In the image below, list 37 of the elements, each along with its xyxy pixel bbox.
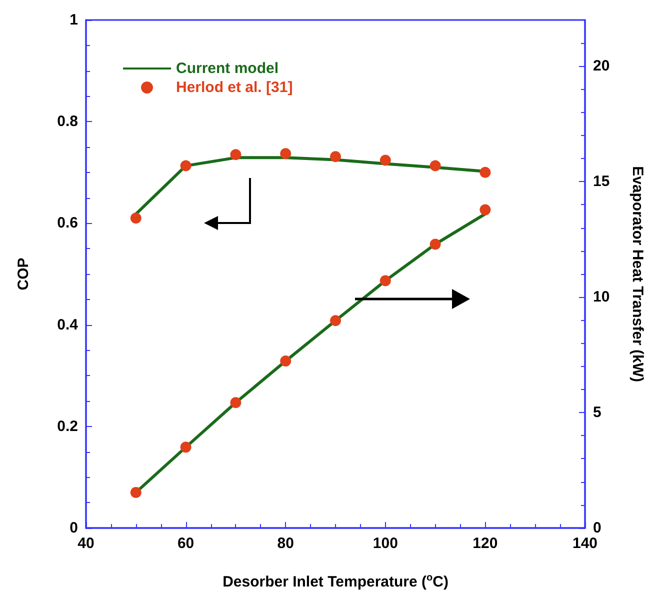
point — [430, 238, 441, 250]
point — [430, 160, 441, 172]
y2-tick-label: 20 — [593, 58, 610, 75]
legend-label: Current model — [176, 60, 279, 77]
y-tick-label: 0.8 — [57, 113, 78, 130]
point — [180, 160, 192, 172]
y-tick-label: 0.4 — [57, 316, 79, 334]
x-tick-label: 40 — [78, 535, 94, 552]
point — [380, 275, 391, 286]
point — [230, 149, 242, 160]
y-tick-label: 0.6 — [57, 214, 78, 232]
point — [330, 151, 341, 162]
y-tick-label: 0 — [70, 520, 78, 536]
y-tick-label: 1 — [70, 12, 78, 28]
point — [280, 356, 292, 367]
y2-tick-label: 10 — [593, 288, 610, 306]
point — [180, 442, 192, 453]
x-tick-label: 100 — [372, 535, 398, 552]
y-axis-title: COP — [15, 258, 32, 290]
y2-tick-label: 0 — [593, 520, 602, 536]
point — [330, 315, 341, 326]
x-tick-label: 60 — [177, 535, 194, 552]
y2-tick-label: 15 — [593, 173, 610, 190]
point — [130, 212, 142, 224]
legend-label: Herlod et al. [31] — [176, 79, 293, 96]
point — [230, 397, 242, 408]
point — [280, 148, 292, 160]
x-tick-label: 80 — [277, 535, 294, 552]
x-tick-label: 140 — [572, 535, 598, 552]
point — [480, 204, 491, 216]
y-tick-label: 0.2 — [57, 418, 78, 435]
point — [380, 154, 391, 166]
x-tick-label: 120 — [472, 535, 498, 552]
y2-axis-title: Evaporator Heat Transfer (kW) — [629, 166, 646, 382]
y2-tick-label: 5 — [593, 404, 602, 422]
point — [130, 486, 142, 498]
point — [480, 166, 491, 178]
